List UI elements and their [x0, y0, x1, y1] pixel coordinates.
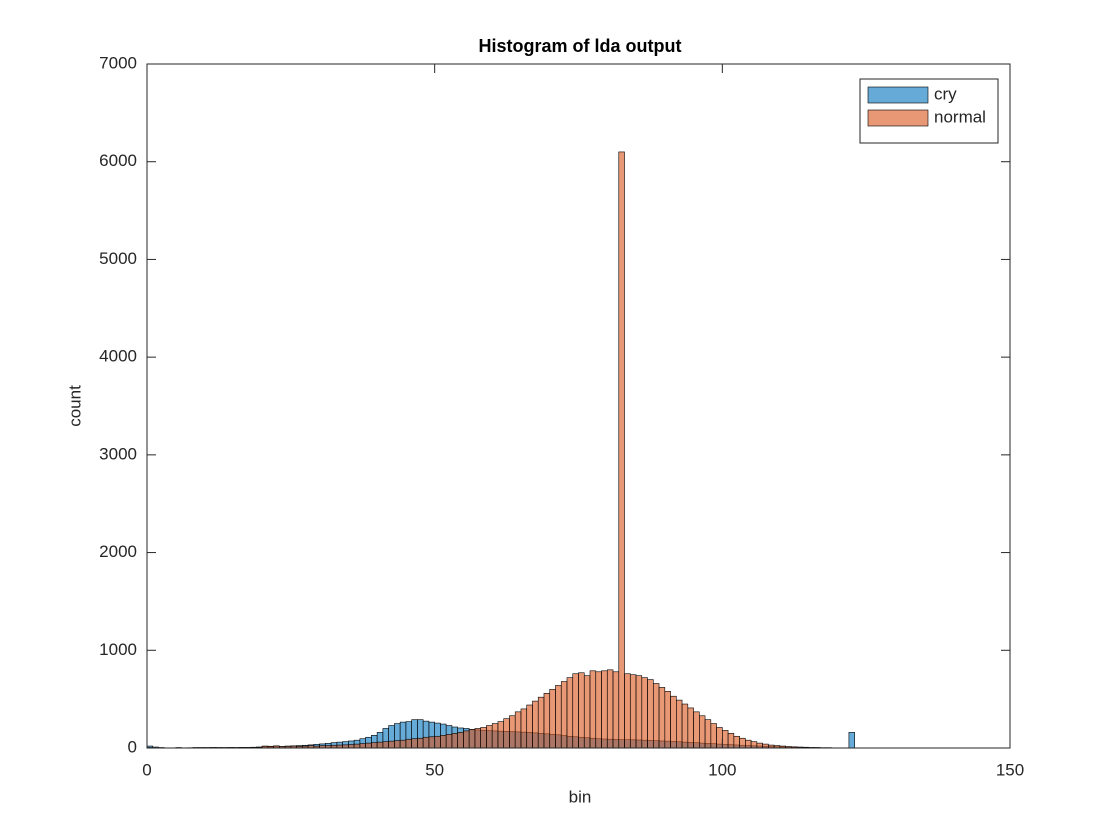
- bar: [434, 735, 441, 749]
- bar: [486, 725, 493, 749]
- bar: [745, 739, 752, 749]
- legend-label: cry: [934, 84, 957, 103]
- bar: [480, 727, 487, 749]
- bar: [463, 730, 470, 749]
- bar: [589, 670, 597, 749]
- legend-label: normal: [934, 107, 986, 126]
- bar: [687, 707, 694, 749]
- y-axis-label: count: [65, 385, 84, 427]
- bar: [555, 685, 562, 749]
- bar: [652, 683, 660, 749]
- bar: [411, 738, 418, 749]
- bar: [399, 739, 407, 749]
- bar: [664, 691, 671, 749]
- bar: [635, 675, 643, 749]
- x-tick-label: 0: [142, 760, 151, 779]
- bar: [440, 734, 447, 749]
- legend-swatch: [867, 86, 929, 104]
- bar: [457, 732, 464, 749]
- axes-box: [146, 63, 1011, 749]
- bar: [371, 742, 378, 749]
- bar: [532, 700, 539, 749]
- bar: [365, 742, 372, 749]
- x-tick-label: 150: [996, 760, 1024, 779]
- y-tick-label: 7000: [99, 53, 137, 72]
- legend-swatch: [867, 109, 929, 127]
- bar: [762, 743, 769, 749]
- bar: [595, 671, 602, 749]
- bar: [750, 741, 758, 749]
- bar: [733, 735, 740, 749]
- bar: [716, 727, 723, 749]
- x-axis-label: bin: [569, 787, 592, 806]
- bar: [394, 740, 401, 749]
- bar: [572, 673, 579, 749]
- bar: [445, 734, 453, 749]
- x-tick-label: 50: [425, 760, 444, 779]
- bar: [647, 679, 654, 749]
- y-tick-label: 6000: [99, 151, 137, 170]
- bar: [353, 743, 361, 749]
- bar: [417, 737, 424, 749]
- bar: [474, 728, 481, 749]
- bar: [468, 729, 476, 749]
- bar: [658, 687, 666, 749]
- x-tick-label: 100: [708, 760, 736, 779]
- bar: [681, 703, 689, 749]
- bar: [618, 151, 625, 749]
- bar: [509, 715, 516, 749]
- bar: [560, 681, 568, 749]
- bar: [848, 732, 855, 749]
- bar: [451, 733, 458, 749]
- bar: [405, 738, 412, 749]
- bar: [549, 689, 556, 749]
- y-tick-label: 2000: [99, 542, 137, 561]
- bar: [359, 743, 366, 749]
- bar: [601, 670, 608, 749]
- bar: [578, 672, 585, 749]
- bar: [624, 673, 631, 749]
- bar: [670, 695, 677, 749]
- bar: [739, 737, 746, 749]
- bar: [704, 719, 712, 749]
- bar: [583, 675, 591, 749]
- bar: [520, 708, 528, 749]
- bar: [491, 723, 499, 749]
- bar: [497, 721, 505, 749]
- bar: [514, 711, 522, 749]
- y-tick-label: 3000: [99, 444, 137, 463]
- bar: [422, 736, 430, 749]
- y-tick-label: 5000: [99, 249, 137, 268]
- bar: [676, 699, 683, 749]
- bar: [699, 715, 706, 749]
- bar: [526, 704, 533, 749]
- bar: [727, 733, 735, 749]
- bar: [428, 736, 435, 749]
- bar: [348, 744, 355, 749]
- bar: [543, 692, 551, 749]
- bar: [756, 742, 763, 749]
- bar: [629, 674, 637, 749]
- bar: [693, 711, 700, 749]
- bar: [537, 696, 545, 749]
- bar: [566, 677, 574, 749]
- bar: [722, 730, 729, 749]
- bar: [612, 671, 620, 749]
- bar: [503, 718, 510, 749]
- bar: [606, 669, 614, 749]
- bar: [388, 740, 395, 749]
- y-tick-label: 4000: [99, 347, 137, 366]
- bar: [641, 677, 648, 749]
- chart-title: Histogram of lda output: [479, 36, 682, 56]
- y-tick-label: 0: [128, 737, 137, 756]
- bar: [376, 741, 384, 749]
- bar: [382, 741, 389, 749]
- bar: [710, 723, 717, 749]
- y-tick-label: 1000: [99, 640, 137, 659]
